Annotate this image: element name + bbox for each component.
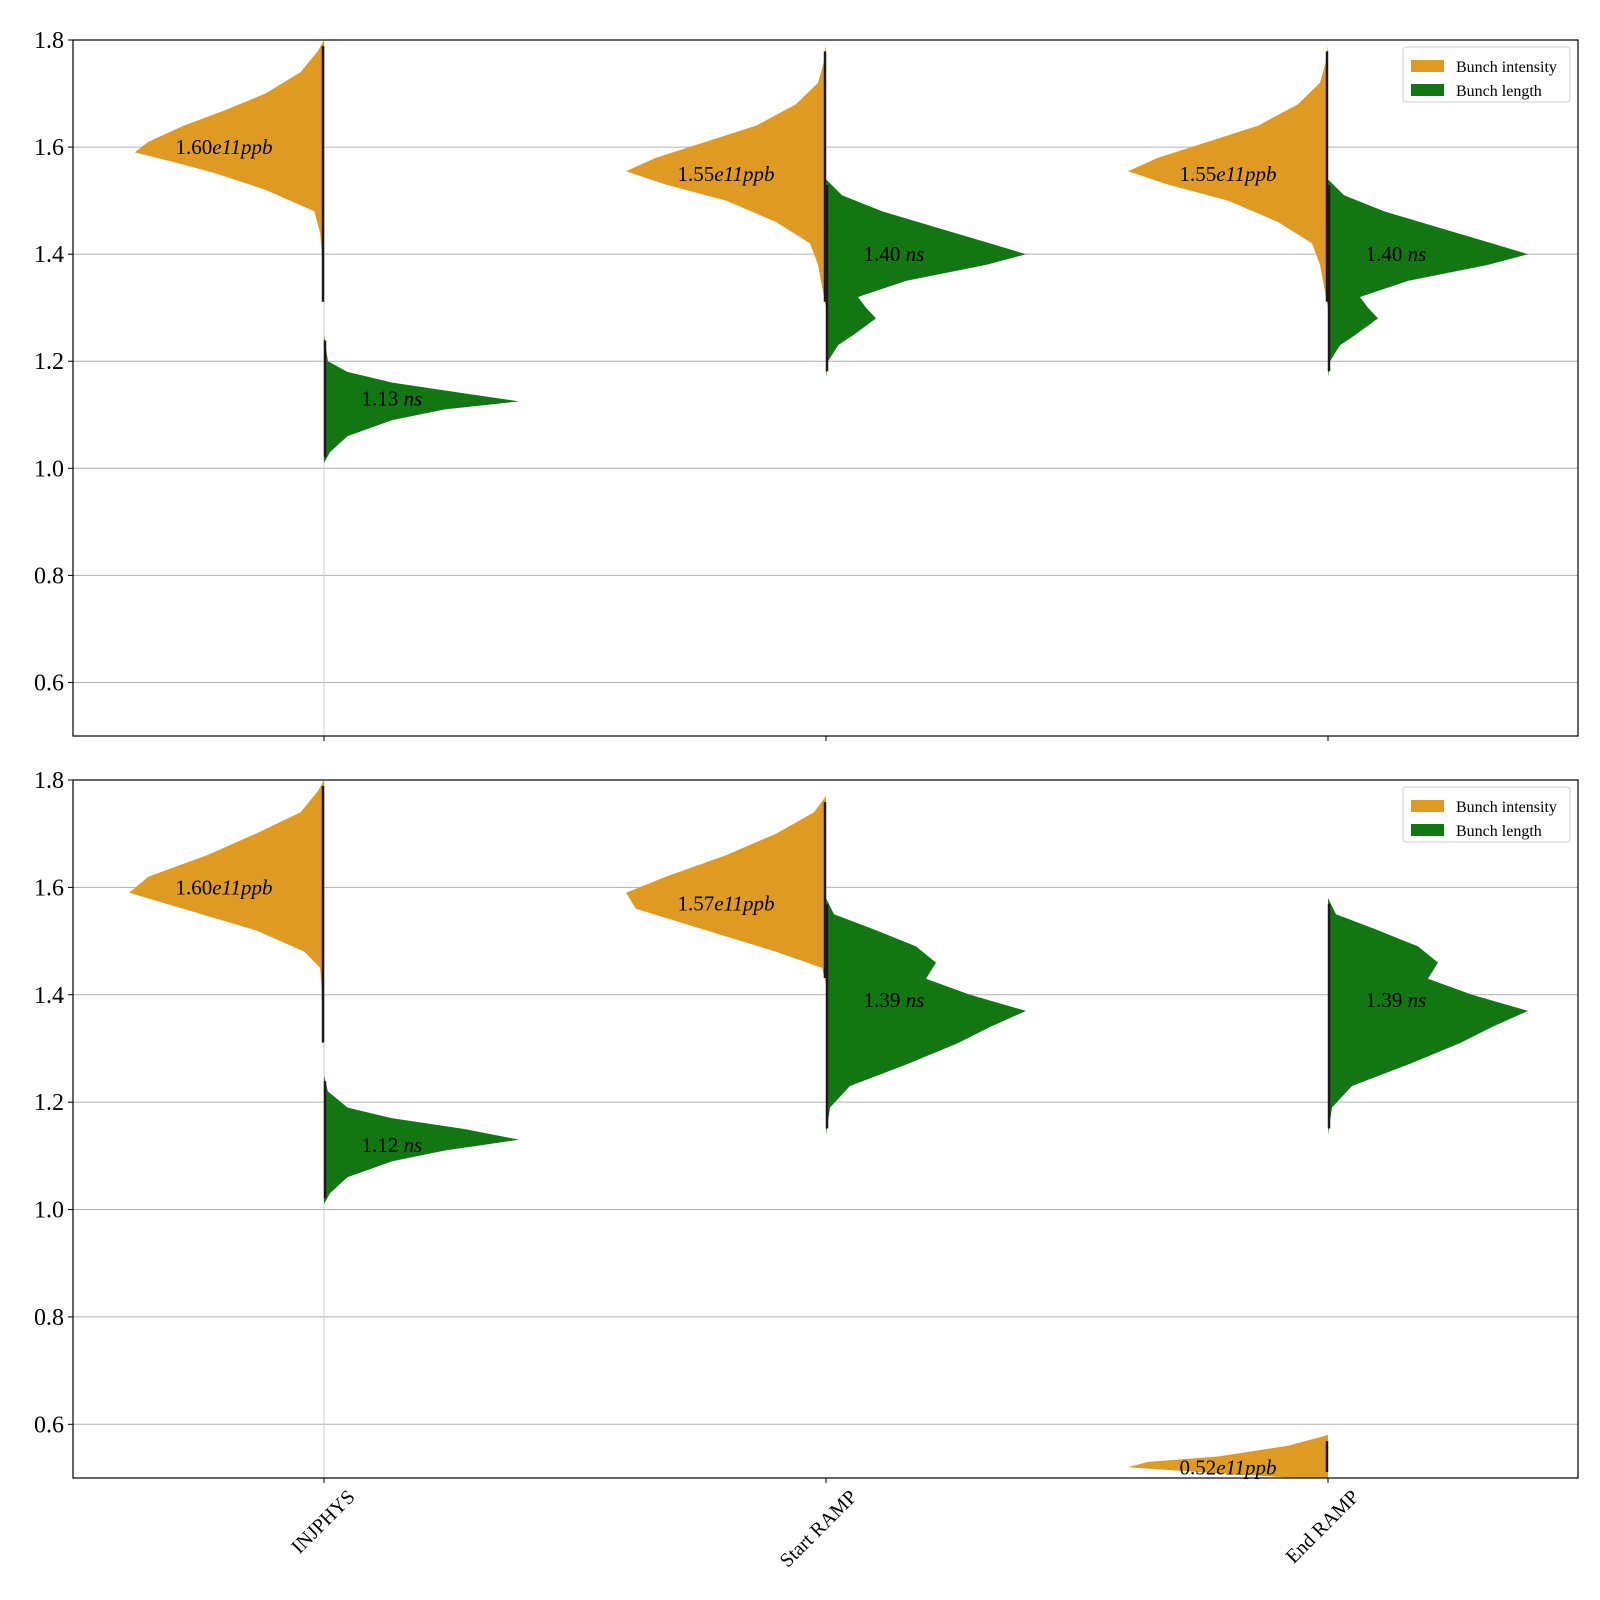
value-label-unit: ns <box>1402 988 1426 1012</box>
y-tick-label: 0.6 <box>34 670 64 696</box>
violin-value-label: 1.60e11ppb <box>175 135 272 159</box>
y-tick-label: 1.6 <box>34 875 64 901</box>
plot-frame <box>72 779 1579 1479</box>
violin-value-label: 1.40 ns <box>1366 242 1427 266</box>
value-label-number: 1.55 <box>677 162 714 186</box>
y-tick-label: 1.8 <box>34 28 64 54</box>
legend-entry-label: Bunch intensity <box>1456 59 1557 76</box>
legend-box <box>1402 46 1571 103</box>
y-tick-label: 1.0 <box>34 1198 64 1224</box>
value-label-unit: e11ppb <box>1216 1455 1276 1479</box>
value-label-unit: ns <box>398 1133 422 1157</box>
value-label-number: 1.39 <box>864 988 901 1012</box>
chart-panel-2: 0.60.81.01.21.41.61.81.60e11ppb1.57e11pp… <box>34 768 1579 1572</box>
y-tick-label: 0.6 <box>34 1412 64 1438</box>
violin-length-start-ramp <box>826 898 1026 1135</box>
value-label-unit: e11ppb <box>714 162 774 186</box>
violin-value-label: 1.40 ns <box>864 242 925 266</box>
violin-value-label: 1.55e11ppb <box>677 162 774 186</box>
violin-value-label: 1.13 ns <box>362 387 423 411</box>
x-category-label: End RAMP <box>1282 1486 1364 1568</box>
plot-frame <box>72 39 1579 737</box>
y-tick-label: 1.0 <box>34 456 64 482</box>
violin-intensity-start-ramp <box>626 796 826 985</box>
x-category-label: Start RAMP <box>776 1486 862 1572</box>
value-label-unit: ns <box>1402 242 1426 266</box>
violin-length-injphys <box>324 1075 519 1205</box>
value-label-unit: e11ppb <box>212 875 272 899</box>
legend-swatch-length <box>1411 824 1444 836</box>
y-tick-label: 1.2 <box>34 349 64 375</box>
violin-intensity-end-ramp <box>1128 1435 1328 1478</box>
value-label-unit: e11ppb <box>212 135 272 159</box>
value-label-number: 1.40 <box>864 242 901 266</box>
violin-length-end-ramp <box>1328 898 1528 1135</box>
value-label-number: 1.12 <box>362 1133 399 1157</box>
violin-length-injphys <box>324 334 519 463</box>
value-label-number: 1.57 <box>677 891 714 915</box>
legend-swatch-length <box>1411 84 1444 96</box>
violin-value-label: 1.60e11ppb <box>175 875 272 899</box>
violin-intensity-injphys <box>134 40 324 308</box>
y-tick-label: 1.4 <box>34 242 64 268</box>
y-tick-label: 0.8 <box>34 563 64 589</box>
legend-box <box>1402 786 1571 843</box>
legend-entry-label: Bunch length <box>1456 83 1542 100</box>
legend: Bunch intensity Bunch length <box>1402 786 1571 843</box>
violin-value-label: 1.55e11ppb <box>1179 162 1276 186</box>
legend-swatch-intensity <box>1411 800 1444 812</box>
y-tick-label: 1.8 <box>34 768 64 794</box>
violin-value-label: 1.39 ns <box>864 988 925 1012</box>
chart-panel-1: 0.60.81.01.21.41.61.81.60e11ppb1.55e11pp… <box>34 28 1579 741</box>
value-label-number: 1.55 <box>1179 162 1216 186</box>
legend-entry-label: Bunch length <box>1456 823 1542 840</box>
value-label-number: 1.39 <box>1366 988 1403 1012</box>
value-label-number: 1.13 <box>362 387 399 411</box>
value-label-number: 1.60 <box>175 875 212 899</box>
y-tick-label: 0.8 <box>34 1305 64 1331</box>
violin-length-start-ramp <box>826 179 1026 378</box>
value-label-unit: e11ppb <box>714 891 774 915</box>
x-category-label: INJPHYS <box>287 1486 359 1558</box>
value-label-unit: ns <box>900 988 924 1012</box>
value-label-number: 1.40 <box>1366 242 1403 266</box>
legend-entry-label: Bunch intensity <box>1456 799 1557 816</box>
y-tick-label: 1.2 <box>34 1090 64 1116</box>
violin-intensity-injphys <box>129 780 324 1049</box>
violin-value-label: 1.12 ns <box>362 1133 423 1157</box>
violin-value-label: 1.39 ns <box>1366 988 1427 1012</box>
violin-intensity-start-ramp <box>626 45 826 308</box>
y-tick-label: 1.4 <box>34 983 64 1009</box>
legend-swatch-intensity <box>1411 60 1444 72</box>
value-label-unit: ns <box>398 387 422 411</box>
legend: Bunch intensity Bunch length <box>1402 46 1571 103</box>
value-label-unit: e11ppb <box>1216 162 1276 186</box>
violin-value-label: 0.52e11ppb <box>1179 1455 1276 1479</box>
violin-intensity-end-ramp <box>1128 45 1328 308</box>
value-label-number: 1.60 <box>175 135 212 159</box>
value-label-number: 0.52 <box>1179 1455 1216 1479</box>
violin-length-end-ramp <box>1328 179 1528 378</box>
violin-value-label: 1.57e11ppb <box>677 891 774 915</box>
value-label-unit: ns <box>900 242 924 266</box>
y-tick-label: 1.6 <box>34 135 64 161</box>
